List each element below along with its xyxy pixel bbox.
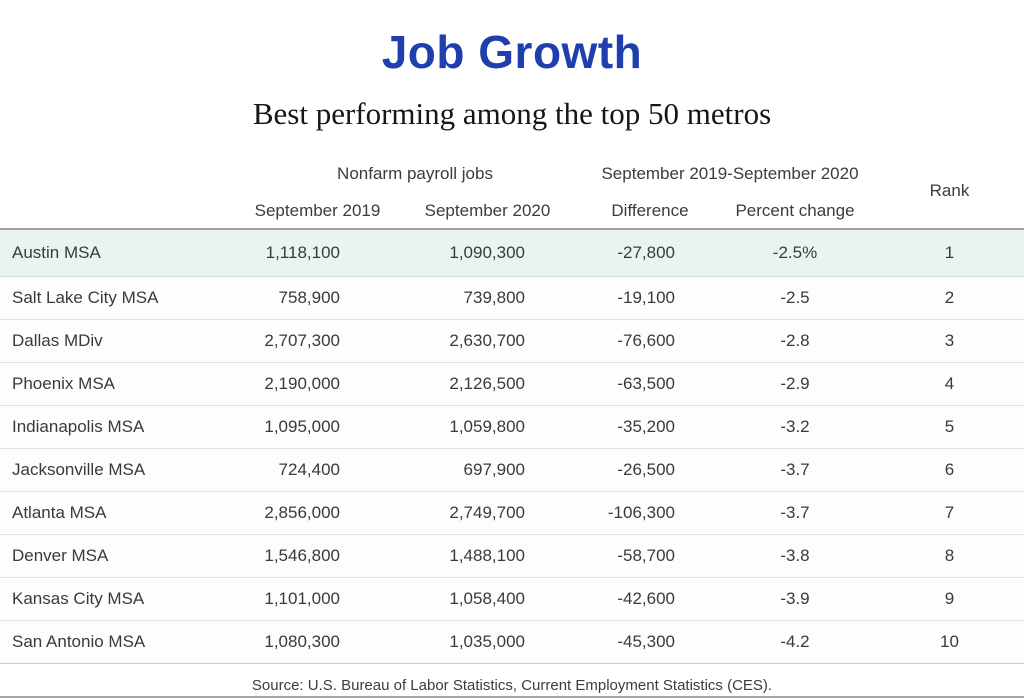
cell-september-2020: 2,630,700 <box>390 319 585 363</box>
cell-percent-change: -2.5% <box>715 229 875 277</box>
table-row: Phoenix MSA 2,190,000 2,126,500 -63,500 -2.9… <box>0 362 1024 406</box>
cell-percent-change: -3.8 <box>715 534 875 578</box>
cell-september-2020: 1,058,400 <box>390 577 585 621</box>
cell-september-2019: 2,190,000 <box>245 362 390 406</box>
column-header-row: September 2019 September 2020 Difference… <box>0 194 1024 230</box>
page-title: Job Growth <box>381 26 643 78</box>
cell-metro-name: Salt Lake City MSA <box>0 276 245 320</box>
cell-difference: -19,100 <box>585 276 715 320</box>
cell-september-2019: 1,101,000 <box>245 577 390 621</box>
cell-metro-name: Austin MSA <box>0 229 245 277</box>
column-header-difference: Difference <box>585 194 715 230</box>
cell-rank: 5 <box>875 405 1024 449</box>
cell-difference: -58,700 <box>585 534 715 578</box>
cell-rank: 8 <box>875 534 1024 578</box>
table-row: Austin MSA 1,118,100 1,090,300 -27,800 -2.5%… <box>0 229 1024 277</box>
cell-september-2020: 2,749,700 <box>390 491 585 535</box>
column-header-rank: Rank <box>875 154 1024 230</box>
table-row: Jacksonville MSA 724,400 697,900 -26,500 -3.… <box>0 448 1024 492</box>
cell-september-2020: 2,126,500 <box>390 362 585 406</box>
cell-rank: 4 <box>875 362 1024 406</box>
cell-percent-change: -3.9 <box>715 577 875 621</box>
cell-september-2019: 2,707,300 <box>245 319 390 363</box>
table-row: Indianapolis MSA 1,095,000 1,059,800 -35,20… <box>0 405 1024 449</box>
cell-percent-change: -3.7 <box>715 491 875 535</box>
cell-difference: -27,800 <box>585 229 715 277</box>
cell-september-2020: 1,488,100 <box>390 534 585 578</box>
cell-rank: 6 <box>875 448 1024 492</box>
cell-metro-name: San Antonio MSA <box>0 620 245 664</box>
cell-september-2020: 697,900 <box>390 448 585 492</box>
cell-september-2019: 1,118,100 <box>245 229 390 277</box>
cell-september-2020: 1,035,000 <box>390 620 585 664</box>
cell-metro-name: Atlanta MSA <box>0 491 245 535</box>
cell-percent-change: -4.2 <box>715 620 875 664</box>
table-row: Atlanta MSA 2,856,000 2,749,700 -106,300 -3.… <box>0 491 1024 535</box>
cell-september-2020: 739,800 <box>390 276 585 320</box>
column-header-september-2019: September 2019 <box>245 194 390 230</box>
cell-september-2019: 1,080,300 <box>245 620 390 664</box>
group-header-nonfarm-payroll-jobs: Nonfarm payroll jobs <box>337 164 493 183</box>
cell-rank: 9 <box>875 577 1024 621</box>
cell-percent-change: -2.5 <box>715 276 875 320</box>
metro-column-header <box>0 154 245 230</box>
table-row: Salt Lake City MSA 758,900 739,800 -19,100-… <box>0 276 1024 320</box>
cell-september-2019: 2,856,000 <box>245 491 390 535</box>
cell-rank: 1 <box>875 229 1024 277</box>
source-note: Source: U.S. Bureau of Labor Statistics,… <box>251 677 773 694</box>
cell-rank: 7 <box>875 491 1024 535</box>
cell-september-2019: 758,900 <box>245 276 390 320</box>
cell-rank: 3 <box>875 319 1024 363</box>
cell-metro-name: Kansas City MSA <box>0 577 245 621</box>
cell-september-2019: 724,400 <box>245 448 390 492</box>
cell-metro-name: Phoenix MSA <box>0 362 245 406</box>
group-header-row: Nonfarm payroll jobs September 2019-Sept… <box>0 154 1024 230</box>
cell-percent-change: -3.7 <box>715 448 875 492</box>
cell-metro-name: Dallas MDiv <box>0 319 245 363</box>
table-row: Dallas MDiv 2,707,300 2,630,700 -76,600 -2.8… <box>0 319 1024 363</box>
cell-difference: -42,600 <box>585 577 715 621</box>
cell-september-2019: 1,546,800 <box>245 534 390 578</box>
cell-difference: -35,200 <box>585 405 715 449</box>
cell-percent-change: -2.9 <box>715 362 875 406</box>
cell-difference: -45,300 <box>585 620 715 664</box>
cell-percent-change: -3.2 <box>715 405 875 449</box>
cell-difference: -63,500 <box>585 362 715 406</box>
cell-percent-change: -2.8 <box>715 319 875 363</box>
cell-september-2019: 1,095,000 <box>245 405 390 449</box>
cell-september-2020: 1,059,800 <box>390 405 585 449</box>
cell-metro-name: Denver MSA <box>0 534 245 578</box>
page-subtitle: Best performing among the top 50 metros <box>252 96 772 131</box>
cell-difference: -106,300 <box>585 491 715 535</box>
cell-september-2020: 1,090,300 <box>390 229 585 277</box>
group-header-sep2019-sep2020: September 2019-September 2020 <box>601 164 859 183</box>
table-header: Nonfarm payroll jobs September 2019-Sept… <box>0 154 1024 230</box>
cell-difference: -76,600 <box>585 319 715 363</box>
job-growth-table: Nonfarm payroll jobs September 2019-Sept… <box>0 154 1024 664</box>
table-row: Denver MSA 1,546,800 1,488,100 -58,700 -3.8 8 <box>0 534 1024 578</box>
cell-difference: -26,500 <box>585 448 715 492</box>
column-header-september-2020: September 2020 <box>390 194 585 230</box>
table-row: San Antonio MSA 1,080,300 1,035,000 -45,300… <box>0 620 1024 664</box>
bottom-divider <box>0 696 1024 698</box>
cell-rank: 10 <box>875 620 1024 664</box>
cell-metro-name: Indianapolis MSA <box>0 405 245 449</box>
cell-rank: 2 <box>875 276 1024 320</box>
column-header-percent-change: Percent change <box>715 194 875 230</box>
cell-metro-name: Jacksonville MSA <box>0 448 245 492</box>
table-row: Kansas City MSA 1,101,000 1,058,400 -42,600… <box>0 577 1024 621</box>
table-body: Austin MSA 1,118,100 1,090,300 -27,800 -2.5%… <box>0 229 1024 664</box>
